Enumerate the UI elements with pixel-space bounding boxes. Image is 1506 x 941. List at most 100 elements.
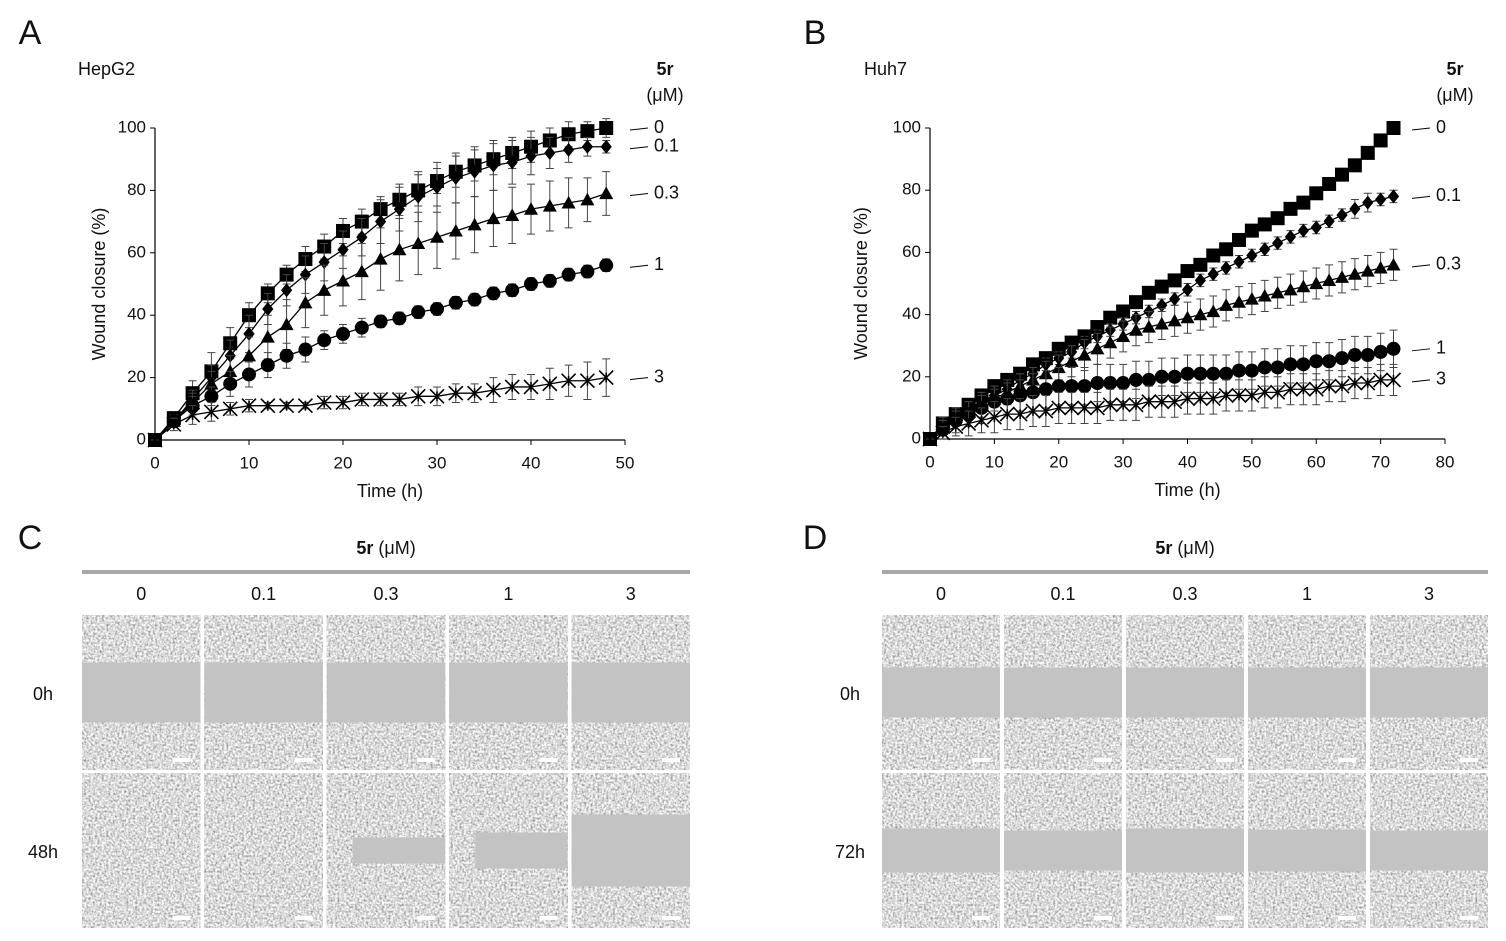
marker-diamond [1362, 195, 1374, 210]
marker-diamond [337, 242, 349, 257]
marker-triangle [1270, 285, 1285, 299]
marker-circle [1141, 372, 1156, 387]
column-label: 1 [503, 584, 513, 604]
marker-diamond [544, 145, 556, 160]
marker-triangle [1167, 313, 1182, 327]
marker-cross [1051, 400, 1067, 416]
marker-circle [1347, 348, 1362, 363]
marker-square [1193, 257, 1208, 272]
marker-cross [542, 376, 558, 392]
scale-bar [417, 916, 436, 920]
header: 5r (μM) [1155, 538, 1214, 558]
series-line [154, 264, 607, 441]
marker-circle [1077, 379, 1092, 394]
marker-triangle [298, 295, 313, 309]
scale-bar [417, 758, 436, 762]
marker-diamond [1233, 254, 1245, 269]
marker-circle [336, 326, 350, 341]
marker-circle [580, 264, 595, 279]
marker-triangle [430, 230, 444, 243]
column-label: 0 [136, 584, 146, 604]
marker-circle [561, 267, 576, 282]
scale-bar [972, 916, 990, 920]
marker-diamond [1336, 208, 1348, 223]
marker-diamond [1349, 201, 1361, 216]
marker-cross [1115, 397, 1131, 413]
marker-triangle [260, 330, 275, 343]
marker-square [1347, 158, 1362, 173]
marker-cross [1308, 381, 1324, 397]
marker-diamond [600, 139, 612, 154]
marker-triangle [1103, 335, 1118, 349]
marker-cross [961, 415, 977, 432]
marker-circle [204, 389, 219, 404]
wound-gap [352, 837, 446, 864]
marker-cross [999, 406, 1015, 422]
scale-bar [1460, 916, 1478, 920]
scale-bar [1094, 916, 1112, 920]
marker-square [1360, 145, 1375, 160]
marker-triangle [1347, 267, 1362, 280]
marker-diamond [1259, 242, 1271, 257]
marker-circle [542, 273, 557, 288]
marker-triangle [1360, 264, 1375, 277]
marker-square [1373, 133, 1388, 148]
marker-cross [1231, 387, 1247, 404]
column-label: 0.3 [1172, 584, 1197, 604]
marker-triangle [279, 317, 294, 331]
marker-circle [1167, 369, 1182, 384]
marker-triangle [317, 283, 332, 296]
marker-cross [1141, 394, 1157, 410]
legend-leader [629, 377, 649, 381]
marker-triangle [392, 242, 407, 256]
marker-cross [1102, 397, 1118, 413]
wound-gap [449, 662, 568, 723]
marker-triangle [354, 264, 369, 278]
marker-circle [1335, 351, 1349, 366]
marker-circle [1038, 382, 1053, 397]
marker-triangle [524, 202, 538, 215]
series-label: 3 [1436, 369, 1446, 389]
marker-circle [1154, 369, 1169, 384]
marker-square [1257, 217, 1272, 232]
y-tick-label: 40 [902, 304, 921, 323]
marker-diamond [506, 155, 518, 170]
x-tick-label: 70 [1371, 452, 1390, 471]
marker-circle [1193, 366, 1208, 381]
marker-circle [1219, 366, 1234, 381]
y-axis-label: Wound closure (%) [851, 207, 871, 360]
x-tick-label: 40 [522, 453, 541, 472]
marker-circle [1296, 357, 1311, 372]
scale-bar [1338, 916, 1356, 920]
x-axis-label: Time (h) [1154, 480, 1220, 500]
marker-circle [448, 295, 463, 310]
marker-circle [411, 305, 426, 320]
column-label: 3 [626, 584, 636, 604]
marker-triangle [1386, 257, 1401, 271]
marker-cross [1064, 400, 1080, 416]
marker-circle [1129, 372, 1143, 387]
marker-diamond [281, 283, 293, 298]
legend-title: 5r [656, 59, 673, 79]
column-label: 0.1 [1050, 584, 1075, 604]
marker-circle [1116, 376, 1131, 391]
marker-triangle [1373, 260, 1388, 274]
marker-diamond [1181, 282, 1194, 297]
marker-diamond [563, 142, 575, 157]
marker-cross [579, 373, 595, 389]
marker-square [1129, 295, 1143, 310]
marker-triangle [223, 364, 238, 377]
marker-square [1219, 242, 1234, 257]
marker-triangle [336, 273, 350, 287]
marker-circle [1386, 341, 1401, 356]
marker-triangle [1193, 307, 1208, 321]
marker-cross [1154, 394, 1170, 410]
marker-triangle [204, 376, 219, 390]
marker-cross [147, 432, 163, 448]
marker-diamond [1194, 273, 1206, 288]
column-label: 0.3 [373, 584, 398, 604]
marker-cross [185, 407, 201, 423]
marker-square [1309, 186, 1324, 201]
marker-cross [1218, 387, 1234, 404]
